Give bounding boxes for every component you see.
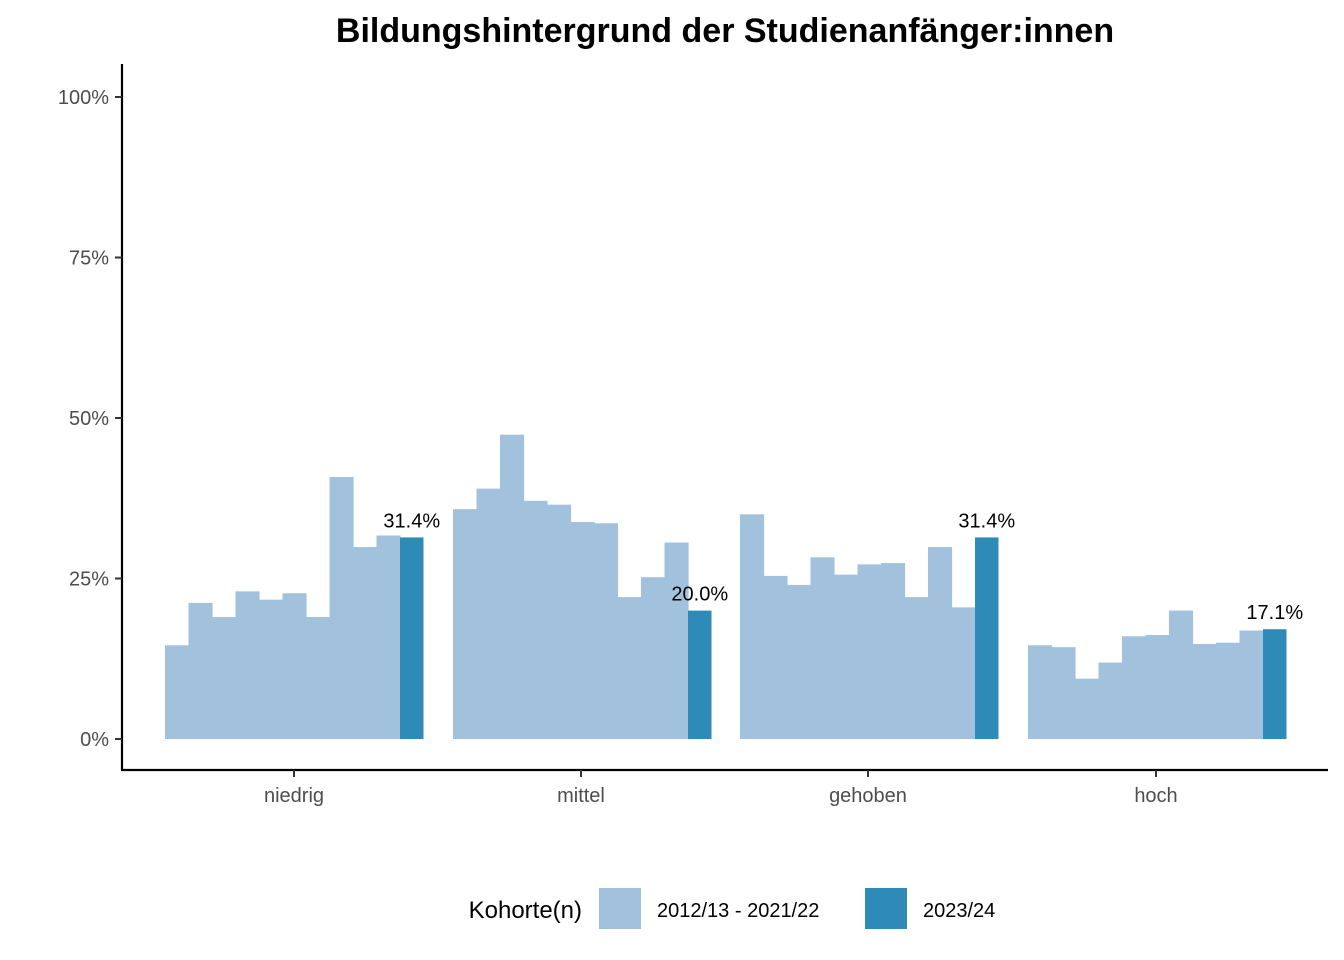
bar-gehoben-history-0: [740, 514, 765, 739]
x-axis: niedrig mittel gehoben hoch: [121, 768, 1328, 807]
bar-mittel-history-0: [453, 509, 478, 739]
y-tick-label: 100%: [58, 87, 109, 109]
y-axis: 0% 25% 50% 75% 100%: [58, 64, 124, 770]
bar-mittel-current: [688, 610, 712, 739]
bar-hoch-history-0: [1028, 645, 1053, 739]
bar-mittel-history-7: [617, 597, 642, 739]
bar-niedrig-history-1: [188, 602, 213, 739]
bar-hoch-history-3: [1098, 662, 1123, 739]
bar-niedrig-history-6: [306, 617, 331, 739]
bar-niedrig-history-4: [259, 599, 284, 739]
y-tick-label: 75%: [69, 248, 109, 270]
bar-mittel-history-3: [523, 500, 548, 739]
bar-niedrig-history-2: [212, 617, 237, 739]
bar-hoch-current: [1263, 629, 1287, 739]
bar-mittel-history-9: [664, 542, 689, 739]
bar-gehoben-history-6: [881, 563, 906, 739]
bar-gehoben-history-4: [834, 574, 859, 739]
bar-niedrig-current: [400, 537, 424, 739]
bar-gehoben-history-9: [951, 607, 976, 739]
chart-title: Bildungshintergrund der Studienanfänger:…: [336, 12, 1114, 50]
x-tick-label-gehoben: gehoben: [829, 785, 907, 807]
bar-niedrig-history-0: [165, 645, 190, 739]
bar-niedrig-history-7: [329, 477, 354, 739]
bar-hoch-history-8: [1216, 642, 1241, 739]
bar-gehoben-history-2: [787, 584, 812, 739]
bar-niedrig-history-8: [353, 547, 378, 739]
bar-hoch-history-6: [1169, 610, 1194, 739]
x-tick-label-hoch: hoch: [1134, 785, 1177, 807]
bar-gehoben-history-5: [857, 564, 882, 739]
bar-mittel-history-6: [594, 523, 619, 739]
bar-hoch-history-4: [1122, 636, 1147, 739]
legend-title: Kohorte(n): [469, 897, 582, 924]
bar-mittel-history-4: [547, 504, 572, 739]
bar-niedrig-history-5: [282, 593, 307, 739]
bar-gehoben-history-7: [904, 597, 929, 739]
data-label-mittel: 20.0%: [671, 584, 728, 606]
bar-mittel-history-8: [641, 577, 666, 739]
y-tick-label: 25%: [69, 569, 109, 591]
legend-label-history: 2012/13 - 2021/22: [657, 900, 819, 922]
legend-swatch-history: [599, 888, 641, 929]
x-tick-label-mittel: mittel: [557, 785, 605, 807]
bar-gehoben-history-1: [763, 575, 788, 739]
legend: Kohorte(n) 2012/13 - 2021/22 2023/24: [469, 888, 995, 929]
data-label-hoch: 17.1%: [1246, 602, 1303, 624]
bar-niedrig-history-3: [235, 591, 260, 739]
y-tick-label: 0%: [80, 729, 109, 751]
data-labels-layer: 31.4% 20.0% 31.4% 17.1%: [383, 510, 1303, 624]
bar-hoch-history-5: [1145, 635, 1170, 739]
bar-hoch-history-9: [1239, 630, 1264, 739]
legend-label-current: 2023/24: [923, 900, 995, 922]
bar-niedrig-history-9: [376, 535, 401, 739]
bar-hoch-history-2: [1075, 678, 1100, 739]
data-label-gehoben: 31.4%: [958, 510, 1015, 532]
legend-swatch-current: [865, 888, 907, 929]
bar-hoch-history-7: [1192, 643, 1217, 739]
x-tick-label-niedrig: niedrig: [264, 785, 324, 807]
bar-mittel-history-2: [500, 434, 525, 739]
bar-gehoben-history-3: [810, 557, 835, 739]
bars-layer: [165, 434, 1287, 739]
bar-gehoben-history-8: [928, 547, 953, 739]
bar-mittel-history-1: [476, 488, 501, 739]
y-tick-label: 50%: [69, 408, 109, 430]
bar-hoch-history-1: [1051, 647, 1076, 739]
bar-gehoben-current: [975, 537, 999, 739]
data-label-niedrig: 31.4%: [383, 510, 440, 532]
bar-mittel-history-5: [570, 522, 595, 739]
